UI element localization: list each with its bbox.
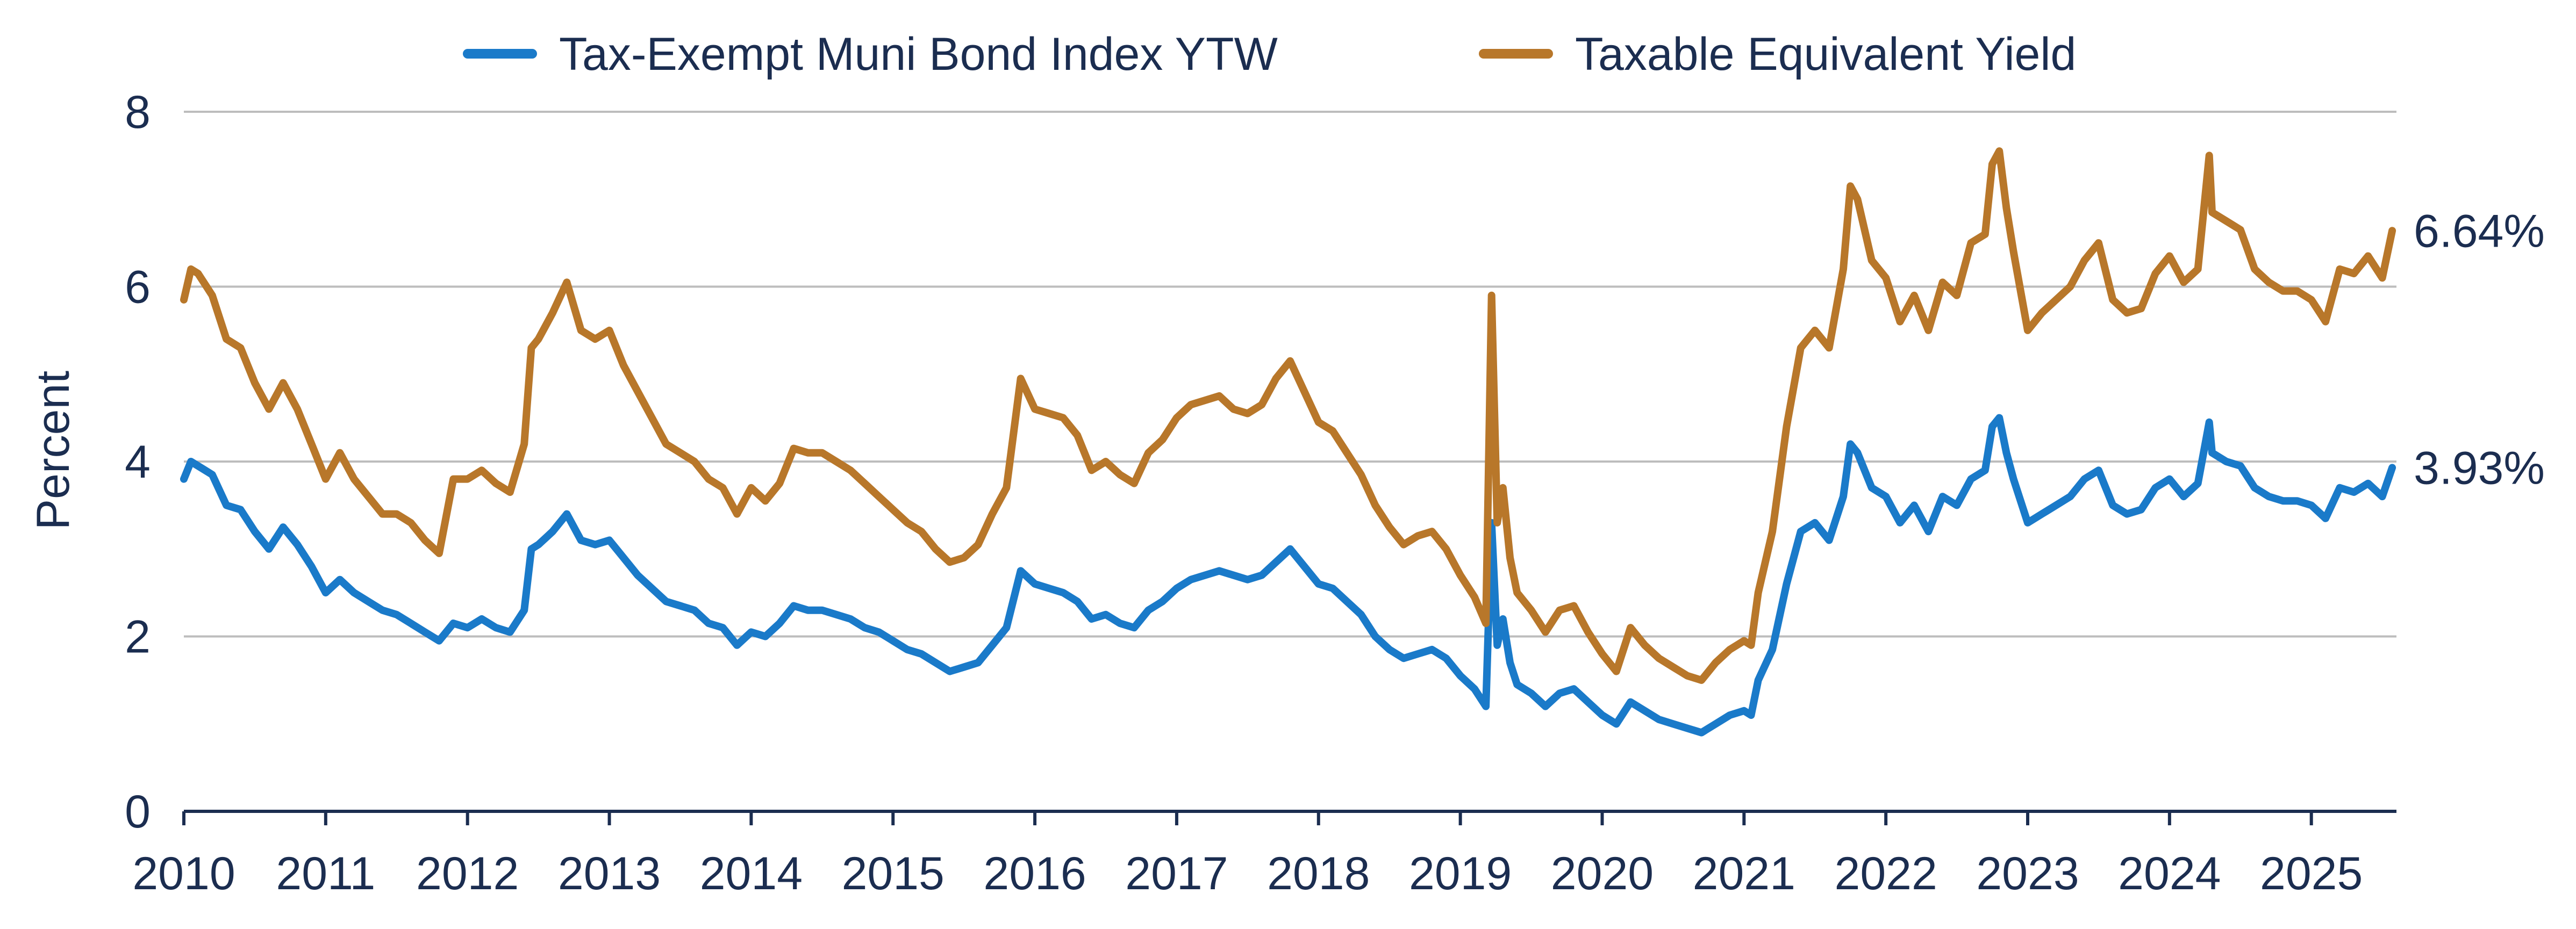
y-axis-ticks: 0 2 4 6 8: [125, 87, 151, 838]
y-axis-title: Percent: [27, 371, 79, 530]
series-line-1: [180, 414, 2396, 737]
legend-label-2: Taxable Equivalent Yield: [1575, 28, 2076, 80]
x-tick-label: 2024: [2118, 848, 2221, 899]
x-tick-label: 2019: [1409, 848, 1512, 899]
y-tick-label: 2: [125, 611, 151, 663]
x-tick-label: 2010: [132, 848, 235, 899]
x-tick-label: 2012: [416, 848, 519, 899]
gridlines: [184, 111, 2396, 638]
x-tick-label: 2013: [558, 848, 661, 899]
x-tick-label: 2011: [276, 848, 375, 899]
x-tick-label: 2025: [2260, 848, 2363, 899]
x-tick-label: 2015: [842, 848, 944, 899]
y-tick-label: 4: [125, 436, 151, 488]
y-tick-label: 6: [125, 262, 151, 313]
end-value-label-1: 3.93%: [2414, 442, 2545, 494]
x-tick-label: 2017: [1125, 848, 1228, 899]
x-axis: 2010 2011 2012 2013 2014 2015 2016 2017 2018 2019…: [132, 810, 2396, 899]
x-tick-label: 2021: [1693, 848, 1795, 899]
x-tick-label: 2023: [1976, 848, 2079, 899]
x-tick-label: 2014: [700, 848, 803, 899]
legend: Tax-Exempt Muni Bond Index YTW Taxable Eq…: [463, 28, 2076, 80]
x-tick-label: 2016: [983, 848, 1086, 899]
end-labels: 3.93% 6.64%: [2414, 205, 2545, 494]
series-lines: [180, 147, 2396, 737]
x-tick-label: 2022: [1834, 848, 1937, 899]
series-line-2: [180, 147, 2396, 684]
x-tick-label: 2018: [1267, 848, 1370, 899]
x-tick-label: 2020: [1551, 848, 1654, 899]
y-tick-label: 0: [125, 786, 151, 838]
end-value-label-2: 6.64%: [2414, 205, 2545, 257]
y-tick-label: 8: [125, 87, 151, 138]
legend-label-1: Tax-Exempt Muni Bond Index YTW: [559, 28, 1278, 80]
